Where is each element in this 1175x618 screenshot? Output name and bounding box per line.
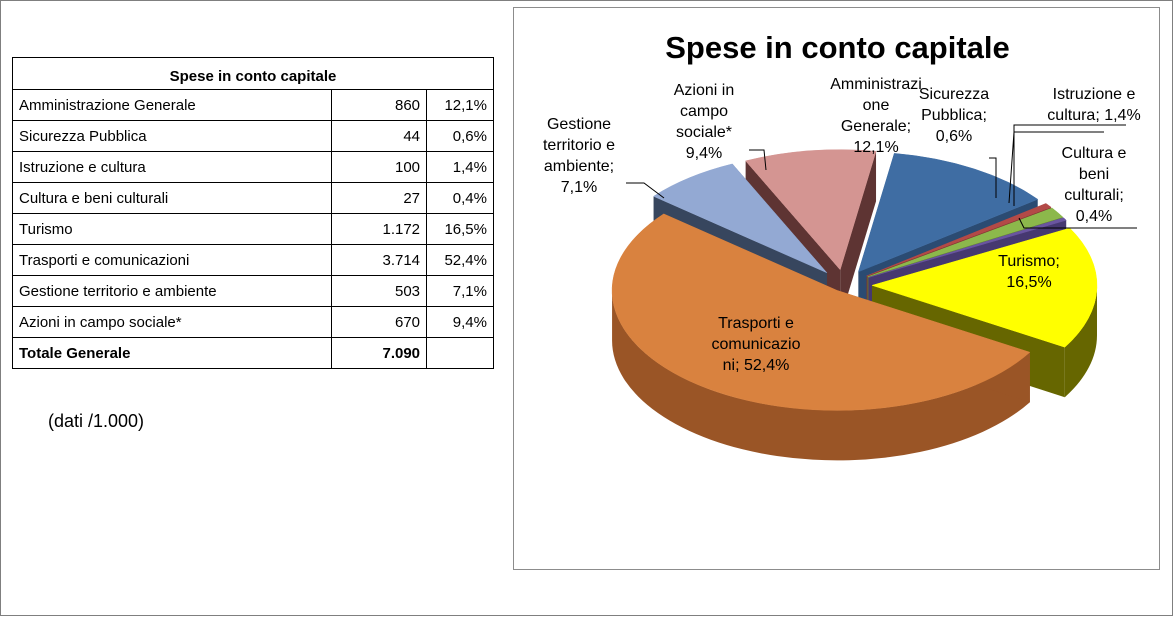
pie-data-label-line: Turismo; [998,253,1060,270]
pie-data-label-line: 0,6% [935,128,973,145]
row-percent: 12,1% [426,89,494,121]
leader-line [1013,124,1126,206]
pie-data-label: Amministrazi one Generale; 12,1% [816,74,936,158]
pie-data-label: Gestione territorio e ambiente; 7,1% [524,114,634,198]
row-value: 44 [331,120,428,152]
table-row: Gestione territorio e ambiente 503 7,1% [11,275,494,307]
row-label: Turismo [11,213,333,245]
row-label: Trasporti e comunicazioni [11,244,333,276]
leader-line [989,157,997,198]
row-value: 860 [331,89,428,121]
pie-slice [858,153,1039,273]
pie-data-label-line: Generale; [840,118,912,135]
table-row: Sicurezza Pubblica 44 0,6% [11,120,494,152]
data-table: Spese in conto capitale Amministrazione … [11,57,494,369]
pie-data-label-line: 12,1% [853,139,899,156]
pie-chart: Spese in conto capitale Amministrazi one G… [513,7,1160,570]
pie-slice-side [1064,285,1097,398]
pie-data-label-line: Istruzione e [1052,86,1136,103]
pie-data-label-line: culturali; [1064,187,1124,204]
pie-data-label-line: Sicurezza [918,86,990,103]
row-value: 100 [331,151,428,183]
row-value: 3.714 [331,244,428,276]
pie-data-label-line: ni; 52,4% [722,357,790,374]
pie-data-label-line: 16,5% [1006,274,1052,291]
pie-data-label-line: Azioni in [673,82,735,99]
pie-data-label-line: Pubblica; [921,107,987,124]
pie-slice [745,149,877,271]
table-row: Istruzione e cultura 100 1,4% [11,151,494,183]
pie-slice [868,217,1067,278]
table-title: Spese in conto capitale [12,57,494,90]
pie-data-label-line: 9,4% [685,145,723,162]
pie-data-label-line: 7,1% [560,179,598,196]
pie-slice [653,163,828,274]
pie-data-label: Sicurezza Pubblica; 0,6% [909,84,999,147]
row-percent: 9,4% [426,306,494,338]
pie-data-label-line: territorio e [542,137,616,154]
row-percent: 1,4% [426,151,494,183]
row-value: 27 [331,182,428,214]
chart-title: Spese in conto capitale [665,30,1010,65]
pie-data-label-line: one [862,97,890,114]
table-row: Turismo 1.172 16,5% [11,213,494,245]
table-row: Azioni in campo sociale* 670 9,4% [11,306,494,338]
leader-line [626,182,665,199]
pie-data-label: Trasporti e comunicazio ni; 52,4% [696,313,816,376]
row-percent: 52,4% [426,244,494,276]
table-row: Trasporti e comunicazioni 3.714 52,4% [11,244,494,276]
row-label: Sicurezza Pubblica [11,120,333,152]
pie-data-label-line: 0,4% [1075,208,1113,225]
pie-data-label-line: Gestione [546,116,612,133]
total-row: Totale Generale 7.090 [11,337,494,369]
total-label: Totale Generale [11,337,333,369]
leader-line [1018,217,1137,229]
pie-data-label: Azioni in campo sociale* 9,4% [659,80,749,164]
row-label: Cultura e beni culturali [11,182,333,214]
row-label: Istruzione e cultura [11,151,333,183]
pie-data-label-line: sociale* [675,124,733,141]
pie-slice [611,213,1031,411]
row-label: Gestione territorio e ambiente [11,275,333,307]
pie-slice [867,207,1064,277]
row-label: Amministrazione Generale [11,89,333,121]
pie-data-label-line: beni [1078,166,1110,183]
pie-data-label-line: Trasporti e [718,315,794,332]
pie-slice-wall [840,151,877,320]
leader-line [749,149,767,171]
row-label: Azioni in campo sociale* [11,306,333,338]
pie-data-label-line: campo [679,103,729,120]
pie-slice [871,227,1098,348]
pie-data-label-line: Amministrazi [830,76,922,93]
total-value: 7.090 [331,337,428,369]
row-value: 1.172 [331,213,428,245]
pie-data-label-line: comunicazio [711,336,801,353]
total-percent [426,337,494,369]
row-percent: 7,1% [426,275,494,307]
units-note: (dati /1.000) [48,411,145,431]
pie-data-label: Cultura e beni culturali; 0,4% [1049,143,1139,227]
pie-slice-side [612,290,1030,461]
table-row: Cultura e beni culturali 27 0,4% [11,182,494,214]
pie-slice [866,203,1052,277]
pie-chart-svg [611,124,1137,461]
row-percent: 0,6% [426,120,494,152]
row-value: 670 [331,306,428,338]
row-value: 503 [331,275,428,307]
pie-data-label-line: ambiente; [543,158,615,175]
pie-data-label-line: cultura; 1,4% [1047,107,1141,124]
row-percent: 16,5% [426,213,494,245]
row-percent: 0,4% [426,182,494,214]
table-row: Amministrazione Generale 860 12,1% [11,89,494,121]
pie-data-label-line: Cultura e [1061,145,1127,162]
pie-data-label: Istruzione e cultura; 1,4% [1034,84,1154,126]
pie-data-label: Turismo; 16,5% [984,251,1074,293]
